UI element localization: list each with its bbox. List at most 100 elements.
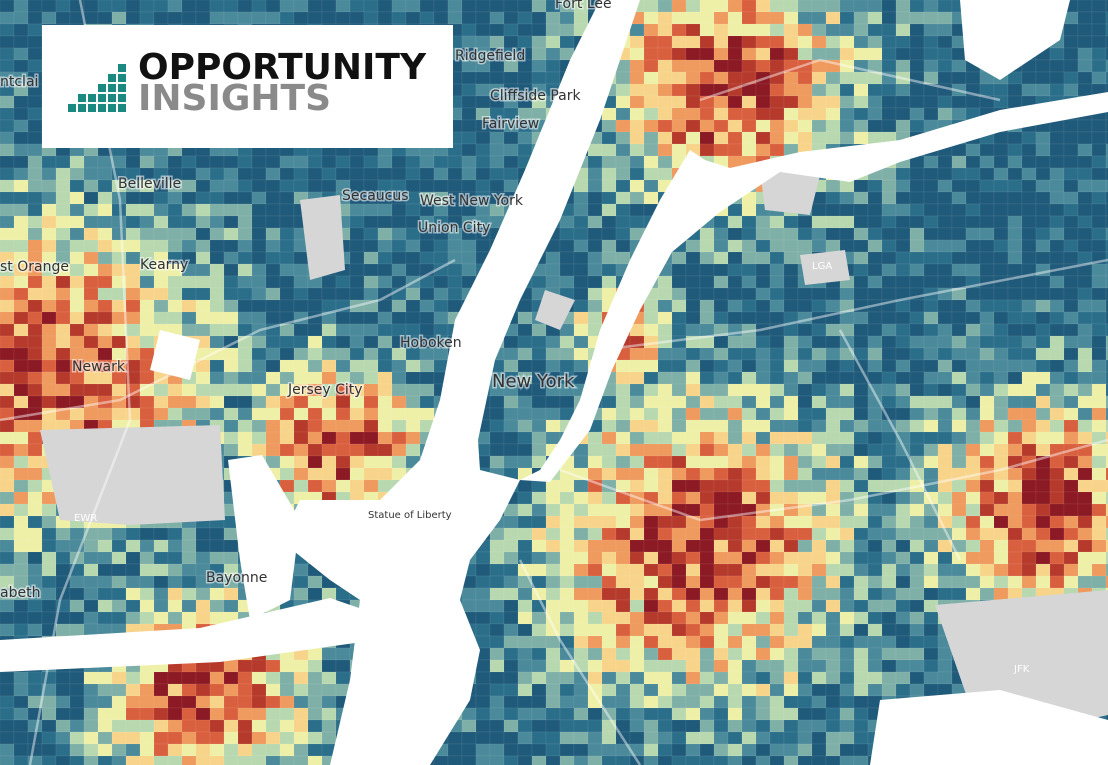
tract <box>265 443 281 457</box>
tract <box>1007 431 1023 445</box>
tract <box>363 443 379 457</box>
tract <box>405 395 421 409</box>
tract <box>629 83 645 97</box>
tract <box>643 191 659 205</box>
tract <box>139 347 155 361</box>
tract <box>83 611 99 625</box>
tract <box>797 659 813 673</box>
tract <box>825 659 841 673</box>
tract <box>1049 299 1065 313</box>
tract <box>0 287 15 301</box>
tract <box>601 623 617 637</box>
tract <box>601 203 617 217</box>
tract <box>41 155 57 169</box>
tract <box>265 347 281 361</box>
tract <box>167 731 183 745</box>
tract <box>741 635 757 649</box>
tract <box>1091 371 1107 385</box>
tract <box>321 707 337 721</box>
tract <box>1049 455 1065 469</box>
tract <box>657 107 673 121</box>
tract <box>727 251 743 265</box>
tract <box>937 71 953 85</box>
tract <box>153 539 169 553</box>
tract <box>139 407 155 421</box>
tract <box>587 443 603 457</box>
tract <box>195 323 211 337</box>
tract <box>993 431 1009 445</box>
tract <box>643 623 659 637</box>
tract <box>713 131 729 145</box>
tract <box>69 575 85 589</box>
tract <box>97 551 113 565</box>
tract <box>881 83 897 97</box>
tract <box>979 155 995 169</box>
tract <box>923 659 939 673</box>
tract <box>405 419 421 433</box>
tract <box>1105 107 1108 121</box>
tract <box>545 503 561 517</box>
tract <box>0 515 15 529</box>
tract <box>475 551 491 565</box>
tract <box>685 383 701 397</box>
tract <box>1021 575 1037 589</box>
tract <box>475 179 491 193</box>
tract <box>517 479 533 493</box>
tract <box>489 143 505 157</box>
tract <box>279 335 295 349</box>
tract <box>307 743 323 757</box>
tract <box>713 0 729 13</box>
tract <box>867 431 883 445</box>
tract <box>783 83 799 97</box>
tract <box>1007 227 1023 241</box>
tract <box>727 0 743 13</box>
tract <box>1077 179 1093 193</box>
tract <box>55 203 71 217</box>
tract <box>895 23 911 37</box>
tract <box>531 23 547 37</box>
tract <box>797 347 813 361</box>
tract <box>1105 263 1108 277</box>
tract <box>1077 311 1093 325</box>
tract <box>587 143 603 157</box>
tract <box>979 251 995 265</box>
tract <box>461 167 477 181</box>
tract <box>937 359 953 373</box>
tract <box>615 407 631 421</box>
tract <box>657 551 673 565</box>
tract <box>713 479 729 493</box>
tract <box>965 563 981 577</box>
tract <box>853 83 869 97</box>
tract <box>909 419 925 433</box>
tract <box>517 599 533 613</box>
tract <box>55 275 71 289</box>
tract <box>1035 203 1051 217</box>
tract <box>937 671 953 685</box>
tract <box>615 659 631 673</box>
tract <box>909 299 925 313</box>
tract <box>867 635 883 649</box>
tract <box>83 11 99 25</box>
tract <box>55 11 71 25</box>
tract <box>1105 191 1108 205</box>
tract <box>83 683 99 697</box>
tract <box>237 731 253 745</box>
tract <box>657 347 673 361</box>
tract <box>1105 179 1108 193</box>
tract <box>27 35 43 49</box>
tract <box>727 707 743 721</box>
tract <box>335 335 351 349</box>
tract <box>797 479 813 493</box>
tract <box>811 107 827 121</box>
tract <box>419 371 435 385</box>
tract <box>545 47 561 61</box>
tract <box>279 443 295 457</box>
tract <box>223 263 239 277</box>
tract <box>517 419 533 433</box>
tract <box>349 239 365 253</box>
tract <box>811 707 827 721</box>
tract <box>783 227 799 241</box>
tract <box>517 11 533 25</box>
tract <box>881 503 897 517</box>
tract <box>741 359 757 373</box>
